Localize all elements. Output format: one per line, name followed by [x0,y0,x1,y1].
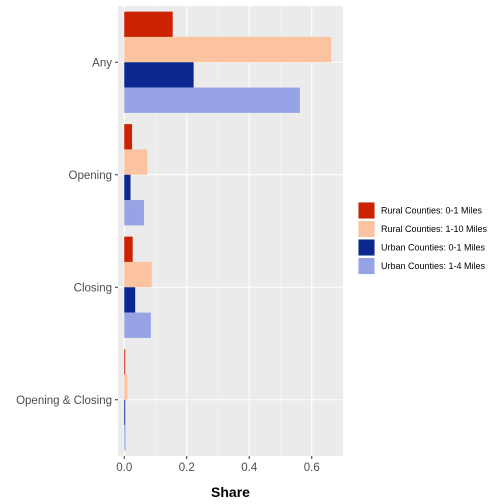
y-tick-label: Opening & Closing [16,395,112,407]
legend-label: Urban Counties: 1-4 Miles [381,261,486,271]
legend-swatch [358,221,375,237]
legend-swatch [358,202,375,219]
bar [124,36,332,63]
x-tick-label: 0.6 [304,462,320,474]
bar [124,399,126,426]
x-tick-label: 0.2 [179,462,195,474]
x-tick-label: 0.4 [241,462,258,474]
bar [124,174,131,201]
bar [124,312,151,338]
legend-label: Urban Counties: 0-1 Miles [381,243,486,253]
bar [124,349,126,375]
y-tick-label: Closing [74,282,112,294]
legend: Rural Counties: 0-1 Miles Rural Counties:… [358,202,488,275]
bars [124,11,332,451]
bar [124,287,136,313]
legend-swatch [358,258,375,274]
y-axis: Any Opening Closing Opening & Closing [16,57,118,407]
bar [124,374,128,400]
x-tick-label: 0.0 [116,462,132,474]
bar [124,124,133,150]
legend-label: Rural Counties: 1-10 Miles [381,224,488,234]
bar [124,62,194,88]
x-axis: 0.0 0.2 0.4 0.6 [116,456,320,474]
y-tick-label: Any [92,57,112,69]
y-tick-label: Opening [69,170,112,182]
bar [124,149,148,175]
legend-label: Rural Counties: 0-1 Miles [381,206,483,216]
legend-swatch [358,239,375,256]
bar [124,11,173,37]
bar [124,87,300,113]
x-axis-title: Share [211,484,250,500]
bar [124,200,144,226]
bar [124,236,133,262]
bar [124,425,126,451]
bar [124,261,152,288]
